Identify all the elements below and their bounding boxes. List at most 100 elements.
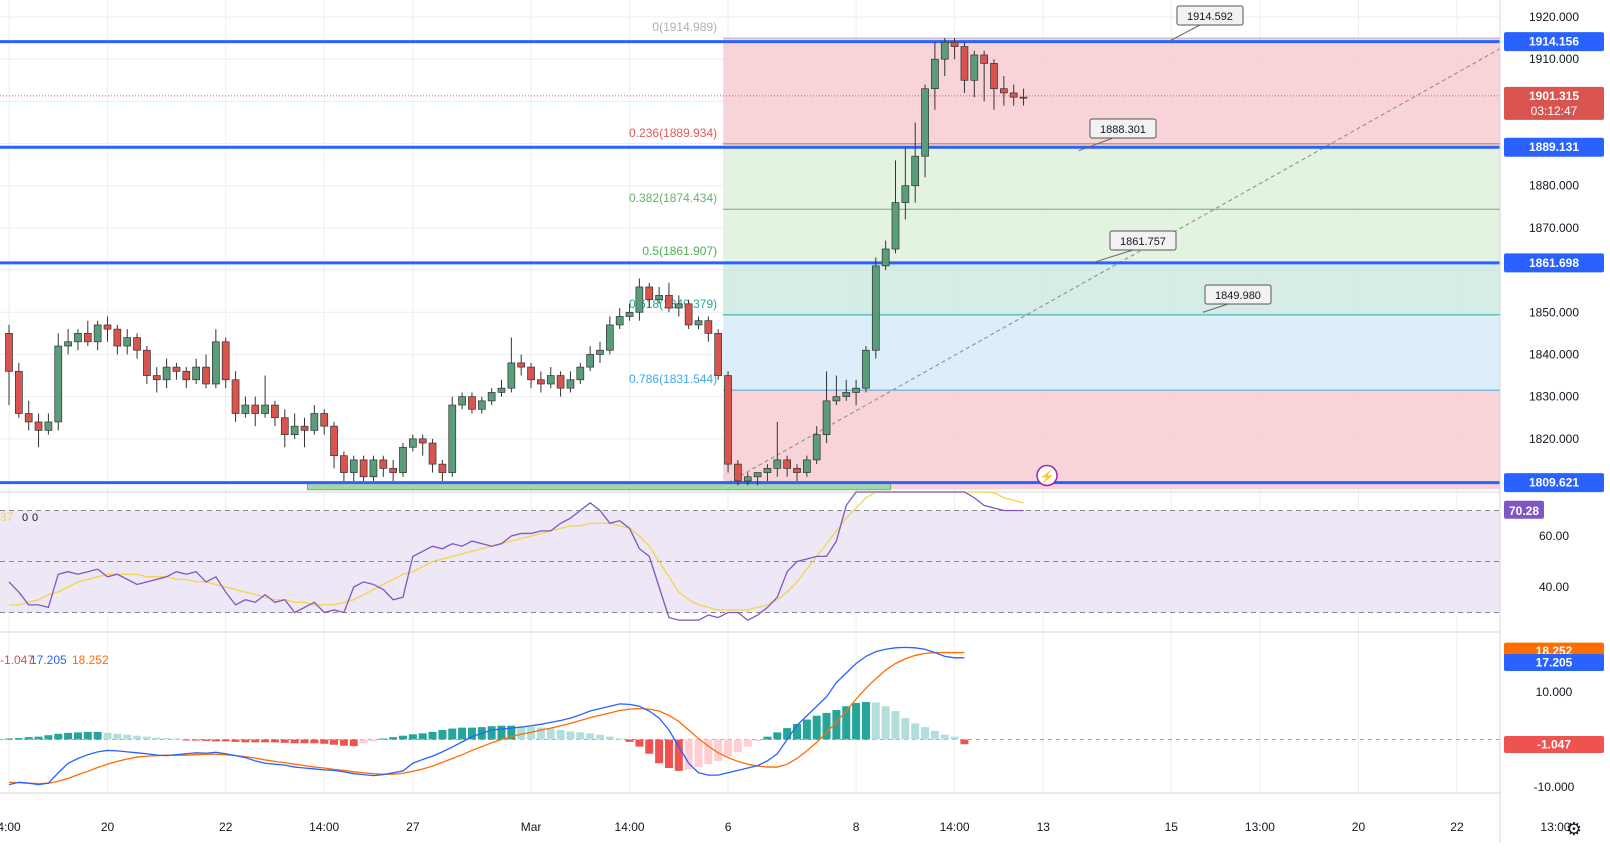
candle[interactable] [507,362,516,389]
candle[interactable] [655,295,663,300]
candle[interactable] [566,379,575,389]
candle[interactable] [152,375,161,381]
candle[interactable] [133,337,141,351]
callout-box[interactable] [1089,118,1157,139]
candle[interactable] [753,472,762,478]
candle[interactable] [93,324,102,343]
lightning-icon[interactable] [1036,464,1058,487]
candle[interactable] [369,459,378,478]
candle[interactable] [64,341,72,347]
candle[interactable] [192,366,200,381]
candle[interactable] [340,455,348,473]
candle[interactable] [596,349,604,355]
candle[interactable] [487,392,496,402]
candle[interactable] [724,375,732,465]
candle[interactable] [684,303,693,326]
candle[interactable] [123,337,132,347]
candle[interactable] [901,185,910,203]
candle[interactable] [537,379,545,385]
candle[interactable] [44,421,53,431]
candle[interactable] [556,375,565,389]
candle[interactable] [674,303,683,309]
candle[interactable] [458,396,466,406]
candle[interactable] [261,404,269,414]
candle[interactable] [921,88,929,157]
candle[interactable] [172,366,181,372]
candle[interactable] [1009,92,1018,98]
candle[interactable] [418,438,427,444]
candle[interactable] [349,459,358,473]
candle[interactable] [497,387,506,393]
candle[interactable] [330,425,338,457]
candle[interactable] [359,459,368,478]
candle[interactable] [999,88,1008,94]
candle[interactable] [615,316,624,326]
candle[interactable] [881,248,890,267]
candle[interactable] [773,459,782,469]
candle[interactable] [891,202,900,250]
candle[interactable] [251,404,260,414]
candle[interactable] [842,392,851,397]
candle[interactable] [34,421,43,431]
candle[interactable] [231,379,240,414]
candle[interactable] [605,324,614,351]
callout-box[interactable] [1204,284,1272,305]
candle[interactable] [320,413,329,427]
candle[interactable] [428,442,437,465]
candle[interactable] [852,387,860,393]
candle[interactable] [202,366,210,385]
candle[interactable] [980,54,989,64]
candle[interactable] [635,286,644,313]
candle[interactable] [862,349,870,389]
candle[interactable] [280,417,289,435]
candle[interactable] [802,459,811,473]
candle[interactable] [822,400,831,435]
candle[interactable] [290,425,299,435]
candle[interactable] [409,438,417,448]
candle[interactable] [241,404,250,414]
candle[interactable] [15,370,23,414]
candle[interactable] [960,46,969,81]
candle[interactable] [940,41,949,60]
candle[interactable] [546,375,555,385]
candle[interactable] [310,413,319,431]
candle[interactable] [448,404,457,473]
candle[interactable] [871,265,880,351]
candle[interactable] [743,476,752,482]
candle[interactable] [625,311,634,317]
candle[interactable] [694,320,703,326]
candle[interactable] [389,467,397,473]
candle[interactable] [24,413,33,423]
candle[interactable] [990,63,998,90]
candle[interactable] [527,366,535,381]
candle[interactable] [1019,96,1028,99]
candle[interactable] [221,341,230,381]
candle[interactable] [74,333,82,343]
candle[interactable] [970,54,979,81]
candle[interactable] [793,467,801,473]
candle[interactable] [300,425,309,431]
candle[interactable] [586,354,595,368]
candle[interactable] [812,434,821,461]
candle[interactable] [714,333,723,376]
candle[interactable] [162,366,171,381]
callout-box[interactable] [1176,5,1244,26]
candle[interactable] [832,396,841,402]
candle[interactable] [143,349,151,376]
candle[interactable] [271,404,279,419]
candle[interactable] [379,459,388,469]
candle[interactable] [477,400,486,410]
candle[interactable] [704,320,713,334]
candle[interactable] [931,58,939,90]
candle[interactable] [763,467,772,473]
candle[interactable] [911,155,920,187]
candle[interactable] [438,463,447,473]
candle[interactable] [468,396,476,410]
callout-box[interactable] [1109,230,1177,251]
candle[interactable] [5,333,13,372]
candle[interactable] [212,341,220,385]
candle[interactable] [576,366,585,381]
candle[interactable] [665,295,673,309]
